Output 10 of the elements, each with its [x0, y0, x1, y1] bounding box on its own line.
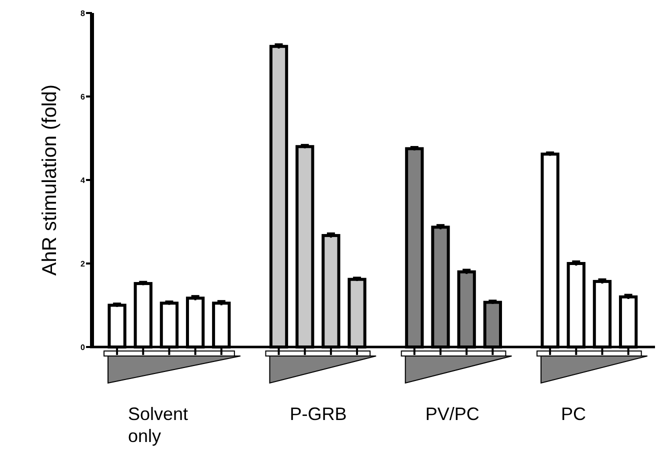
y-tick-label: 4 — [80, 176, 86, 185]
y-tick-label: 6 — [80, 92, 86, 102]
text: PV/PC — [425, 404, 480, 424]
y-tick-label: 2 — [80, 259, 86, 268]
text: P-GRB — [290, 404, 347, 424]
text: Solvent only — [128, 404, 188, 446]
y-tick-label: 8 — [80, 8, 86, 18]
y-tick-label: 0 — [80, 342, 86, 352]
text: PC — [561, 404, 586, 424]
y-axis-title: AhR stimulation (fold) — [39, 84, 61, 276]
